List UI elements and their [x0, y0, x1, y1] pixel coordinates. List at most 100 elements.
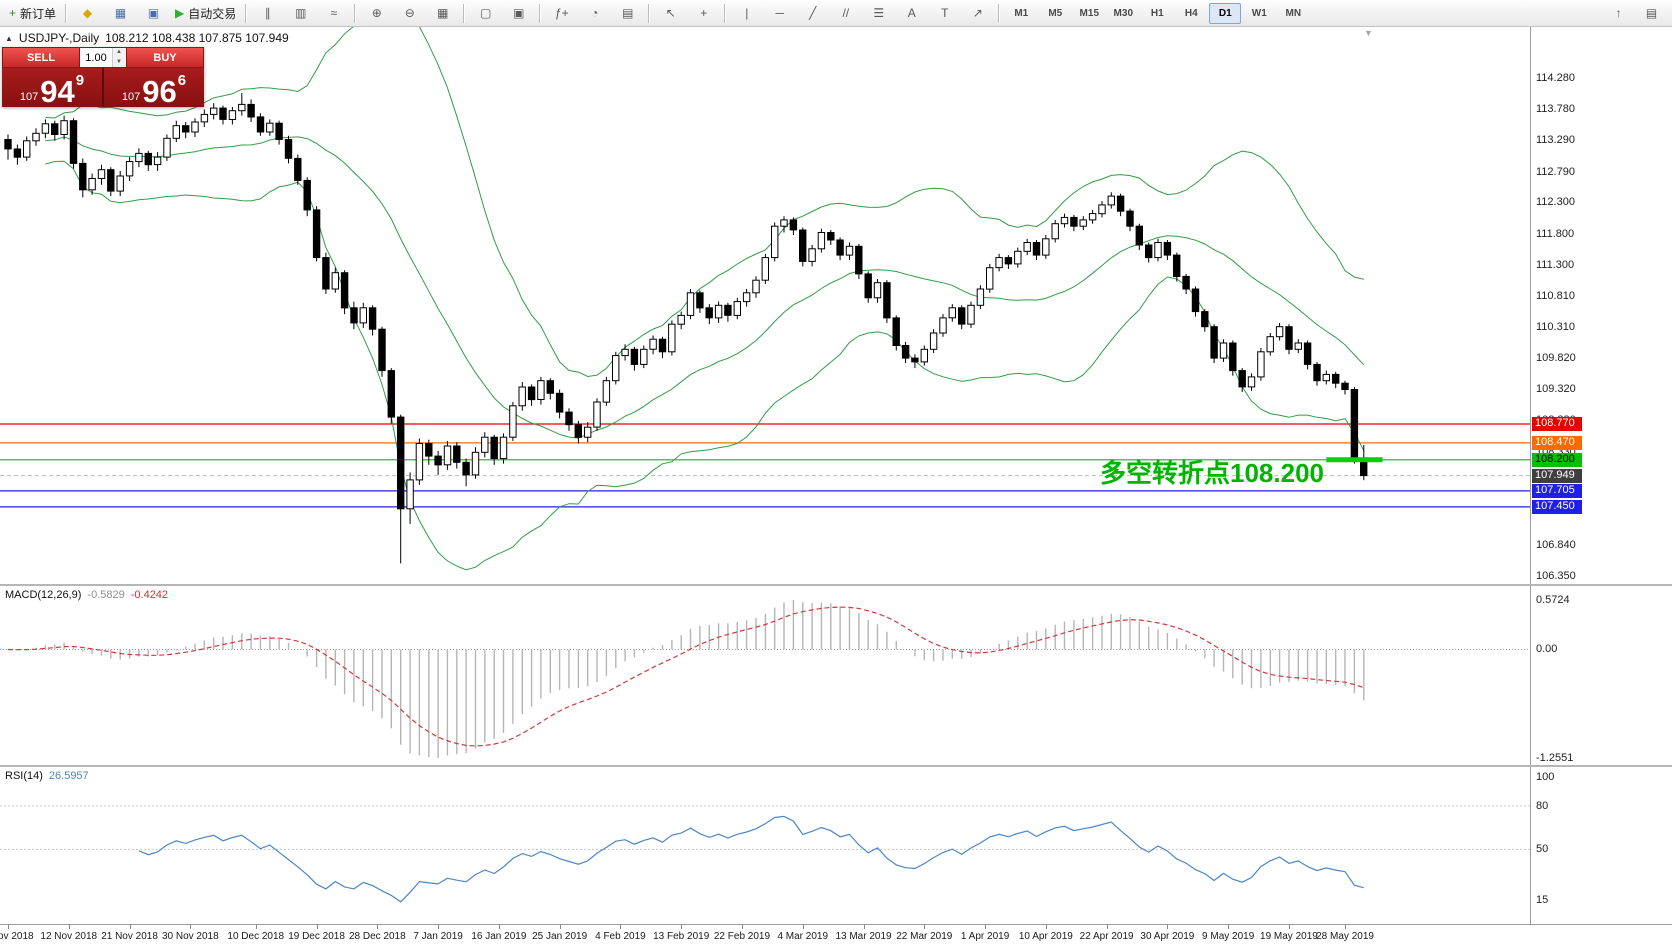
time-axis-label: 1 Apr 2019: [960, 931, 1010, 942]
rsi-canvas[interactable]: [0, 767, 1530, 924]
timeframe-d1[interactable]: D1: [1209, 2, 1242, 24]
toolbar-arrow-icon[interactable]: ↑: [1615, 6, 1622, 20]
candlestick-chart-button[interactable]: ▥: [285, 2, 316, 25]
scale-tick-label: 114.280: [1536, 72, 1575, 84]
volume-decrease-icon[interactable]: ▼: [113, 57, 125, 67]
cascade-windows-icon: ▣: [513, 6, 525, 20]
timeframe-m30[interactable]: M30: [1113, 7, 1133, 19]
toolbar-separator: [463, 3, 466, 23]
templates-button[interactable]: ▤: [612, 2, 643, 25]
time-axis-tick: [1228, 925, 1230, 929]
scale-tick-label: 111.300: [1536, 259, 1575, 272]
toolbar-separator: [539, 3, 542, 23]
new-order-icon: +: [9, 6, 17, 20]
price-scale[interactable]: 114.280 113.780 113.290 112.790 112.300 111.8…: [1530, 27, 1672, 924]
time-axis-tick: [863, 925, 865, 929]
scale-tick-label: 109.320: [1536, 383, 1576, 396]
price-badge: 107.450: [1532, 499, 1582, 514]
timeframe-m15[interactable]: M15: [1079, 7, 1099, 19]
scale-tick-label: 80: [1536, 799, 1549, 812]
cursor-button[interactable]: ↖: [655, 2, 686, 25]
timeframe-w1[interactable]: W1: [1251, 7, 1267, 19]
scale-tick-label: 106.840: [1536, 539, 1576, 552]
rsi-panel: RSI(14) 26.5957: [0, 767, 1530, 924]
macd-canvas[interactable]: [0, 586, 1530, 765]
arrows-button[interactable]: ↗: [962, 2, 993, 25]
chart-title: ▲ USDJPY-,Daily 108.212 108.438 107.875 …: [5, 31, 289, 45]
toolbar-customize-icon[interactable]: ▤: [1645, 6, 1658, 20]
timeframe-h4[interactable]: H4: [1184, 7, 1198, 19]
sell-button[interactable]: SELL: [2, 47, 80, 68]
main-chart-canvas[interactable]: [0, 27, 1530, 584]
zoom-out-button[interactable]: ⊖: [394, 2, 425, 25]
fibonacci-button[interactable]: ☰: [863, 2, 894, 25]
cascade-windows-button[interactable]: ▣: [503, 2, 534, 25]
sell-price-display[interactable]: 107 94 9: [2, 68, 102, 107]
navigator-icon: ▣: [147, 6, 160, 20]
scale-tick-label: 113.290: [1536, 134, 1575, 147]
time-axis-label: 4 Mar 2019: [777, 931, 829, 942]
timeframe-m5[interactable]: M5: [1048, 7, 1063, 19]
autotrading-button[interactable]: ▶ 自动交易: [171, 2, 240, 25]
tile-windows-button[interactable]: ▢: [470, 2, 501, 25]
channel-button[interactable]: //: [830, 2, 861, 25]
line-chart-button[interactable]: ≈: [318, 2, 349, 25]
buy-button[interactable]: BUY: [126, 47, 204, 68]
rsi-value: 26.5957: [48, 770, 89, 782]
volume-stepper: ▲ ▼: [112, 48, 125, 67]
timeframe-h1[interactable]: H1: [1150, 7, 1164, 19]
scale-tick-label: 109.820: [1536, 352, 1576, 365]
time-axis-label: 2 Nov 2018: [0, 931, 34, 942]
cursor-icon: ↖: [665, 6, 676, 20]
time-axis-label: 30 Apr 2019: [1140, 931, 1195, 942]
line-chart-icon: ≈: [330, 6, 338, 20]
zoom-out-icon: ⊖: [404, 6, 415, 20]
volume-increase-icon[interactable]: ▲: [113, 48, 125, 58]
chart-shift-marker[interactable]: ▼: [1364, 28, 1373, 38]
time-axis-tick: [68, 925, 70, 929]
time-axis-tick: [1288, 925, 1290, 929]
timeframe-mn[interactable]: MN: [1285, 7, 1302, 19]
text-button[interactable]: A: [896, 2, 927, 25]
periods-button[interactable]: ◔: [579, 2, 610, 25]
horizontal-line-button[interactable]: ─: [764, 2, 795, 25]
crosshair-button[interactable]: +: [688, 2, 719, 25]
zoom-in-button[interactable]: ⊕: [361, 2, 392, 25]
new-order-button[interactable]: + 新订单: [5, 2, 60, 25]
time-axis-label: 22 Mar 2019: [896, 931, 953, 942]
scale-tick-label: 106.350: [1536, 570, 1576, 582]
timeframe-m1[interactable]: M1: [1014, 7, 1029, 19]
toolbar-separator: [65, 3, 68, 23]
panel-separator-macd[interactable]: [0, 584, 1672, 586]
toolbar-separator: [998, 3, 1001, 23]
indicators-button[interactable]: ƒ+: [546, 2, 577, 25]
time-axis-label: 12 Nov 2018: [40, 931, 98, 942]
time-axis-tick: [681, 925, 683, 929]
time-axis-tick: [620, 925, 622, 929]
panel-separator-rsi[interactable]: [0, 765, 1672, 767]
trendline-icon: ╱: [809, 6, 817, 20]
time-axis-label: 10 Apr 2019: [1018, 931, 1073, 942]
chart-workspace: ▲ USDJPY-,Daily 108.212 108.438 107.875 …: [0, 27, 1672, 948]
volume-input[interactable]: [80, 48, 112, 67]
navigator-button[interactable]: ▣: [138, 2, 169, 25]
time-axis-label: 4 Feb 2019: [595, 931, 646, 942]
rsi-name: RSI(14): [5, 770, 43, 782]
text-label-button[interactable]: T: [929, 2, 960, 25]
market-watch-button[interactable]: ▦: [105, 2, 136, 25]
chart-annotation-text[interactable]: 多空转折点108.200: [1100, 458, 1324, 488]
chart-symbol: USDJPY-,Daily: [18, 31, 100, 45]
one-click-collapse-icon[interactable]: ▲: [5, 33, 13, 43]
buy-price-display[interactable]: 107 96 6: [104, 68, 204, 107]
vertical-line-button[interactable]: |: [731, 2, 762, 25]
metaeditor-button[interactable]: ◆: [72, 2, 103, 25]
trendline-button[interactable]: ╱: [797, 2, 828, 25]
time-axis-label: 25 Jan 2019: [532, 931, 588, 942]
auto-scroll-button[interactable]: ▦: [427, 2, 458, 25]
one-click-trading-panel: SELL ▲ ▼ BUY 107 94 9: [2, 47, 204, 107]
bar-chart-button[interactable]: ∥: [252, 2, 283, 25]
chart-ohlc: 108.212 108.438 107.875 107.949: [105, 31, 289, 45]
macd-panel: MACD(12,26,9) -0.5829 -0.4242: [0, 586, 1530, 765]
toolbar-separator: [648, 3, 651, 23]
